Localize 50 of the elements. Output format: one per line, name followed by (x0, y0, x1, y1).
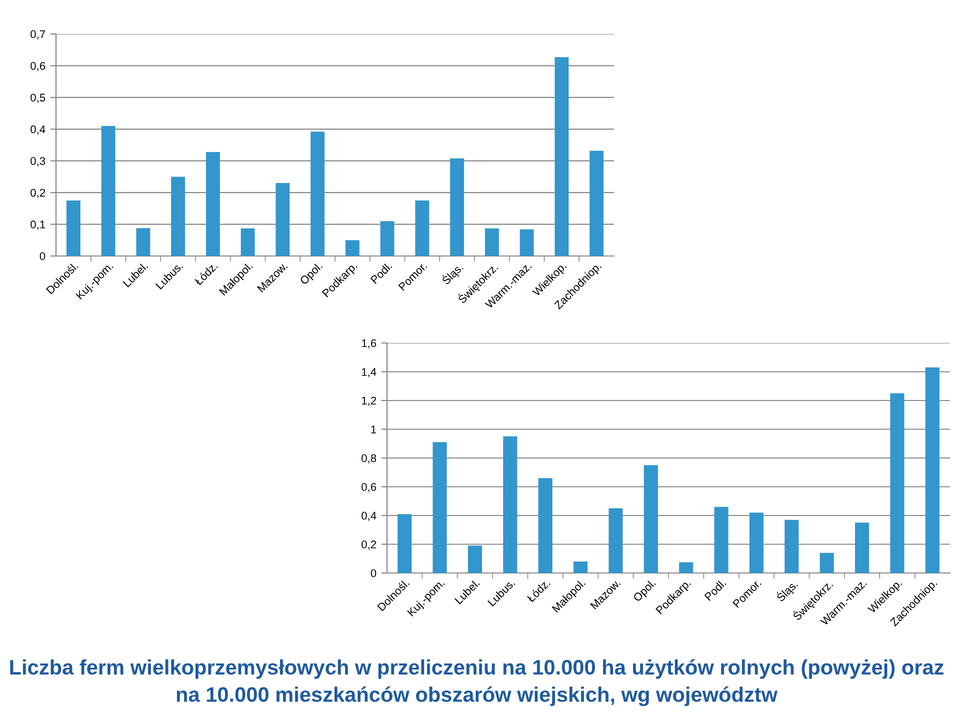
bar (890, 393, 904, 573)
y-tick-label: 1,4 (362, 368, 376, 378)
bar (398, 514, 412, 573)
bar (240, 228, 255, 256)
bar (345, 240, 360, 256)
bar (520, 229, 534, 256)
y-tick-label: 0,3 (30, 157, 46, 166)
y-tick-label: 1,2 (362, 396, 376, 406)
bar (749, 512, 764, 573)
y-tick-label: 0,2 (30, 188, 46, 198)
y-tick-label: 0,6 (30, 62, 46, 72)
y-tick-label: 1,6 (362, 339, 376, 348)
y-tick-label: 0 (40, 252, 46, 260)
y-tick-label: 0,4 (30, 125, 46, 135)
bar (608, 508, 623, 573)
bar (484, 228, 499, 256)
bar (714, 506, 728, 573)
bar (538, 478, 552, 573)
y-tick-label: 0,7 (30, 30, 46, 40)
bar (171, 176, 186, 256)
y-tick-label: 1 (371, 426, 376, 434)
bar (644, 465, 658, 573)
text: Liczba ferm wielkoprzemysłowych w przeliczeniu na 10.000 ha użytków rolnych (powyżej) oraz na 10.000 mieszkańców obszarów wiejskich, wg województw (10, 659, 944, 706)
y-tick-label: 0,1 (30, 220, 46, 230)
bar (784, 520, 799, 573)
bar (820, 552, 834, 573)
bar (101, 126, 116, 256)
bar (310, 132, 325, 256)
bar (206, 152, 220, 256)
bar (468, 546, 482, 573)
bar (136, 228, 150, 256)
bar (276, 183, 290, 256)
bar (554, 57, 569, 256)
bar (925, 367, 940, 573)
y-tick-label: 0,4 (362, 512, 376, 521)
y-tick-label: 0,5 (30, 94, 46, 103)
bar (854, 522, 870, 573)
bar (679, 562, 694, 573)
bar (450, 158, 464, 256)
y-tick-label: 0,8 (362, 454, 376, 464)
bar (573, 562, 588, 573)
y-tick-label: 0,6 (362, 483, 376, 492)
bar (415, 200, 430, 256)
bar (380, 221, 394, 256)
y-tick-label: 0,2 (362, 540, 376, 550)
y-tick-label: 0 (370, 569, 376, 578)
bar (590, 150, 604, 256)
bar (66, 200, 80, 256)
bar (503, 436, 518, 573)
bar (432, 442, 447, 573)
